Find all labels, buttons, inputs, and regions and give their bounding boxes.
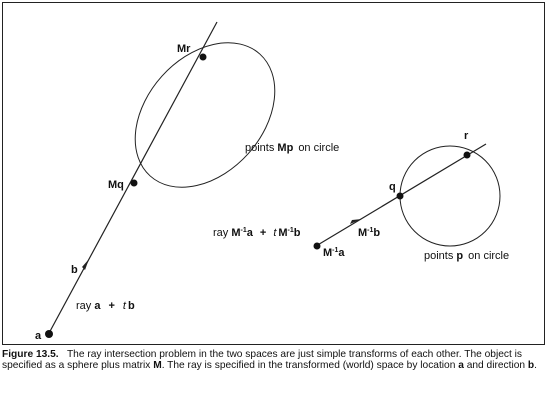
- figure-caption: Figure 13.5. The ray intersection proble…: [2, 349, 545, 372]
- caption-text-2: . The ray is specified in the transforme…: [161, 360, 459, 372]
- caption-figure-number: Figure 13.5.: [2, 349, 59, 360]
- point-mr-dot: [199, 53, 207, 61]
- point-q-label: q: [389, 181, 396, 193]
- caption-text-3: and direction: [463, 360, 528, 372]
- transformed-ellipse: [134, 42, 276, 188]
- point-mq-label: Mq: [108, 179, 124, 191]
- ellipse-points-label: points Mp on circle: [245, 142, 339, 154]
- point-m-inv-a-dot: [313, 242, 321, 250]
- object-ray-arrowhead: [350, 219, 362, 224]
- world-ray-line: [47, 21, 218, 336]
- object-origin-label: M-1a: [323, 247, 345, 259]
- point-a-label: a: [35, 330, 42, 342]
- caption-text-4: .: [534, 360, 537, 372]
- point-a-dot: [45, 330, 53, 338]
- point-q-dot: [396, 192, 404, 200]
- world-ray-arrowhead: [82, 259, 89, 270]
- object-direction-label: M-1b: [358, 227, 380, 239]
- point-mr-label: Mr: [177, 43, 191, 55]
- object-ray-label: ray M-1a + t M-1b: [213, 227, 301, 239]
- world-ray-label: ray a + t b: [76, 300, 135, 312]
- figure-frame: [2, 2, 545, 345]
- point-r-dot: [463, 151, 471, 159]
- caption-text-1: The ray intersection problem in the two …: [2, 349, 523, 372]
- point-mq-dot: [130, 179, 138, 187]
- direction-b-label: b: [71, 264, 78, 276]
- object-circle: [399, 145, 501, 247]
- caption-location-a: a: [458, 360, 464, 372]
- caption-matrix-m: M: [153, 360, 162, 372]
- circle-points-label: points p on circle: [424, 250, 509, 262]
- point-r-label: r: [464, 130, 469, 142]
- caption-direction-b: b: [527, 360, 535, 372]
